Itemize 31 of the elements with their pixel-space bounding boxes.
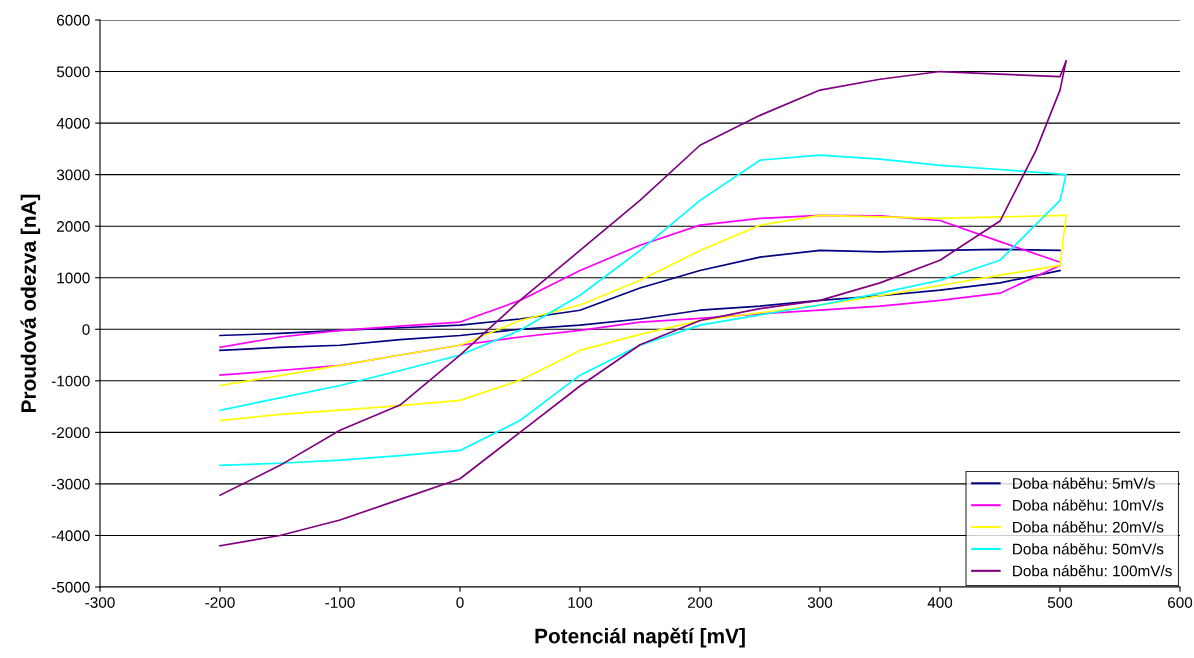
line-series [219,269,1061,352]
x-tick-label: 200 [688,597,713,608]
x-tick-label: 400 [927,597,953,608]
legend-label: Doba náběhu: 100mV/s [1013,564,1172,577]
x-tick-label: 0 [456,597,464,608]
x-tick-label: 600 [1168,597,1193,608]
y-tick-label: 4000 [56,117,90,129]
x-axis-title: Potenciál napětí [mV] [535,627,745,648]
legend-label: Doba náběhu: 10mV/s [1013,499,1164,511]
y-tick-label: -4000 [51,530,90,542]
y-tick-label: 6000 [57,14,90,26]
legend-label: Doba náběhu: 5mV/s [1013,477,1155,489]
x-tick-label: -200 [205,597,235,608]
y-tick-label: 5000 [56,66,90,78]
y-tick-label: 2000 [57,221,90,232]
x-tick-label: 300 [807,597,833,608]
y-tick-label: 1000 [57,272,90,284]
legend-label: Doba náběhu: 50mV/s [1013,543,1164,555]
y-tick-label: -3000 [51,478,90,490]
y-tick-label: 3000 [56,169,90,181]
x-tick-label: 100 [568,597,593,608]
x-tick-label: -100 [325,597,355,608]
x-tick-label: -300 [85,597,115,608]
x-tick-label: 500 [1047,597,1073,608]
legend-label: Doba náběhu: 20mV/s [1013,521,1164,533]
y-tick-label: -1000 [51,375,90,387]
y-tick-label: 0 [82,324,90,335]
y-tick-label: -2000 [51,427,90,439]
line-series [219,248,1061,337]
y-axis-title: Proudová odezva [nA] [20,194,41,413]
y-tick-label: -5000 [51,581,90,593]
